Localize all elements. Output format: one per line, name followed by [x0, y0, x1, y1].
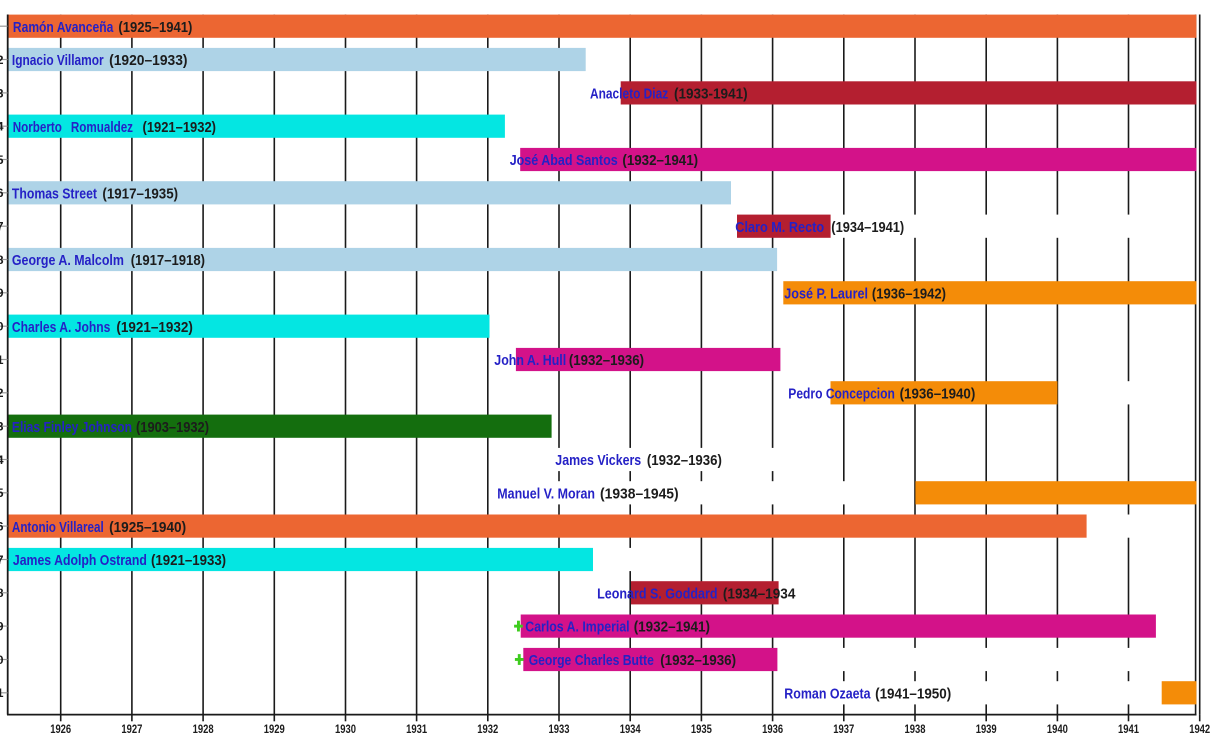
- svg-text:Ramón Avanceña: Ramón Avanceña: [13, 19, 114, 36]
- svg-text:Pedro Concepcion: Pedro Concepcion: [788, 385, 895, 402]
- svg-text:14: 14: [0, 453, 4, 467]
- svg-text:1932: 1932: [477, 722, 498, 735]
- svg-text:Leonard S. Goddard: Leonard S. Goddard: [597, 585, 717, 602]
- svg-text:7: 7: [0, 220, 4, 234]
- svg-text:Ignacio Villamor: Ignacio Villamor: [12, 52, 104, 69]
- svg-text:Claro M. Recto: Claro M. Recto: [735, 219, 824, 236]
- svg-text:James Vickers: James Vickers: [555, 452, 641, 469]
- svg-text:José Abad Santos: José Abad Santos: [510, 152, 618, 169]
- svg-text:(1921–1933): (1921–1933): [151, 552, 226, 569]
- svg-text:Elias Finley Johnson: Elias Finley Johnson: [12, 419, 132, 436]
- svg-text:1937: 1937: [833, 722, 854, 735]
- svg-text:1941: 1941: [1118, 722, 1139, 735]
- svg-text:(1903–1932): (1903–1932): [136, 419, 209, 436]
- svg-text:Carlos A. Imperial: Carlos A. Imperial: [525, 619, 629, 636]
- svg-text:George Charles Butte: George Charles Butte: [529, 652, 654, 669]
- svg-text:6: 6: [0, 186, 4, 200]
- svg-text:21: 21: [0, 686, 4, 700]
- svg-text:(1932–1936): (1932–1936): [660, 652, 736, 669]
- svg-text:1940: 1940: [1047, 722, 1068, 735]
- svg-text:4: 4: [0, 120, 4, 134]
- svg-text:Thomas Street: Thomas Street: [12, 185, 97, 202]
- svg-text:1938: 1938: [905, 722, 926, 735]
- svg-text:10: 10: [0, 320, 4, 334]
- svg-text:3: 3: [0, 86, 4, 100]
- svg-text:20: 20: [0, 653, 4, 667]
- svg-text:Antonio Villareal: Antonio Villareal: [12, 519, 104, 536]
- svg-text:(1921–1932): (1921–1932): [143, 119, 217, 136]
- svg-text:(1932–1936): (1932–1936): [647, 452, 722, 469]
- svg-text:1942: 1942: [1189, 722, 1210, 735]
- svg-text:19: 19: [0, 620, 4, 634]
- svg-text:Charles A. Johns: Charles A. Johns: [12, 319, 111, 336]
- svg-text:Manuel V. Moran: Manuel V. Moran: [497, 485, 595, 502]
- svg-text:1934: 1934: [620, 722, 641, 735]
- svg-text:1939: 1939: [976, 722, 997, 735]
- svg-text:8: 8: [0, 253, 4, 267]
- svg-text:(1934–1934: (1934–1934: [723, 585, 796, 602]
- svg-text:(1925–1941): (1925–1941): [118, 19, 192, 36]
- svg-text:(1917–1918): (1917–1918): [131, 252, 205, 269]
- svg-text:1936: 1936: [762, 722, 783, 735]
- svg-text:(1936–1940): (1936–1940): [900, 385, 976, 402]
- svg-text:(1932–1936): (1932–1936): [569, 352, 644, 369]
- svg-text:Anacleto Diaz: Anacleto Diaz: [590, 86, 669, 103]
- svg-text:11: 11: [0, 353, 4, 367]
- svg-text:12: 12: [0, 386, 4, 400]
- svg-text:(1921–1932): (1921–1932): [116, 319, 192, 336]
- svg-text:(1934–1941): (1934–1941): [831, 219, 904, 236]
- svg-text:Norberto Romualdez: Norberto Romualdez: [13, 119, 134, 136]
- svg-text:(1941–1950): (1941–1950): [875, 685, 951, 702]
- svg-text:17: 17: [0, 553, 4, 567]
- svg-text:1927: 1927: [121, 722, 142, 735]
- svg-text:(1925–1940): (1925–1940): [109, 519, 186, 536]
- svg-text:1930: 1930: [335, 722, 356, 735]
- svg-text:9: 9: [0, 286, 4, 300]
- svg-text:1933: 1933: [549, 722, 570, 735]
- svg-text:(1938–1945): (1938–1945): [600, 485, 679, 502]
- svg-text:James Adolph Ostrand: James Adolph Ostrand: [13, 552, 147, 569]
- svg-text:5: 5: [0, 153, 4, 167]
- svg-text:José P. Laurel: José P. Laurel: [784, 285, 868, 302]
- svg-text:15: 15: [0, 486, 4, 500]
- svg-text:John A. Hull: John A. Hull: [494, 352, 566, 369]
- svg-text:18: 18: [0, 586, 4, 600]
- svg-text:Roman Ozaeta: Roman Ozaeta: [784, 685, 871, 702]
- svg-text:1929: 1929: [264, 722, 285, 735]
- svg-text:1926: 1926: [50, 722, 71, 735]
- svg-text:(1936–1942): (1936–1942): [872, 285, 946, 302]
- svg-text:13: 13: [0, 420, 4, 434]
- svg-text:(1933-1941): (1933-1941): [674, 86, 748, 103]
- svg-text:16: 16: [0, 520, 4, 534]
- svg-text:1935: 1935: [691, 722, 712, 735]
- svg-text:(1920–1933): (1920–1933): [109, 52, 187, 69]
- svg-text:1931: 1931: [406, 722, 427, 735]
- svg-text:2: 2: [0, 53, 4, 67]
- svg-text:(1932–1941): (1932–1941): [634, 619, 710, 636]
- svg-text:(1917–1935): (1917–1935): [102, 185, 178, 202]
- svg-text:(1932–1941): (1932–1941): [622, 152, 698, 169]
- svg-text:George A. Malcolm: George A. Malcolm: [12, 252, 124, 269]
- svg-text:1928: 1928: [193, 722, 214, 735]
